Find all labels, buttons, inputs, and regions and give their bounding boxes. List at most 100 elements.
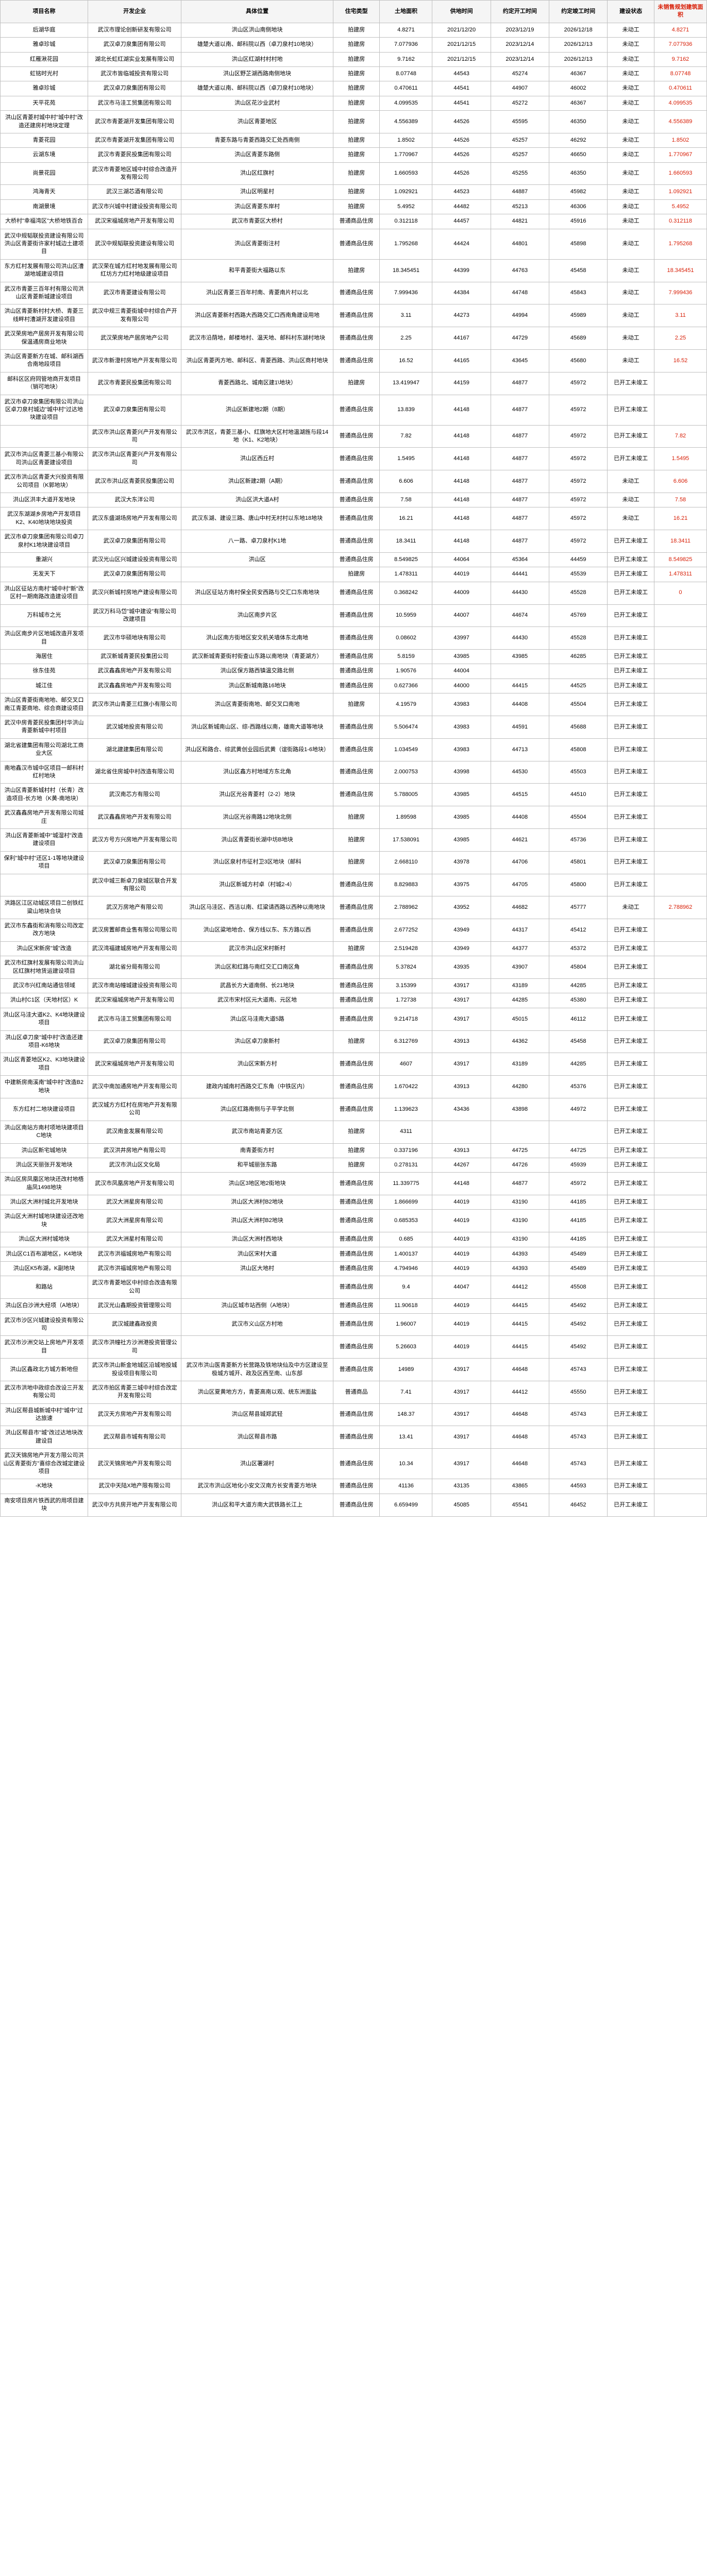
cell: 44515 [491,784,549,806]
h-3: 住宅类型 [333,1,380,23]
cell: 武汉中规三青菱街城中村综合产开发有限公司 [88,304,181,327]
cell: 44019 [432,1299,491,1313]
cell: 武汉市南站青菱方区 [181,1121,333,1143]
cell: 4.19579 [380,693,432,716]
table-row: 虹铭时光村武汉市皆临城投资有限公司洪山区野芷湖西路南侧地块拍建房8.077484… [1,66,707,81]
cell: 44412 [491,1276,549,1299]
cell: 普通商品 [333,1381,380,1403]
cell: 普通商品住房 [333,282,380,304]
cell: 武汉宋福城房地产开发有限公司 [88,993,181,1008]
cell: 4607 [380,1053,432,1076]
cell: 45550 [549,1381,608,1403]
table-row: 洪路区江区动城区项目二创铁红粱山地块合块武汉万房地产有限公司洪山区马洼区、西洁以… [1,896,707,919]
cell: 44424 [432,229,491,259]
cell: 洪山区房凤凰区地块还改村地梧庙凤1498地块 [1,1173,88,1195]
cell: 洪山区白沙洲大经项（A地块） [1,1299,88,1313]
cell: 洪山区红旗村 [181,162,333,185]
cell: 2.25 [654,327,706,350]
cell: 46306 [549,199,608,214]
cell: 2021/12/15 [432,52,491,66]
cell: 45939 [549,1158,608,1172]
cell: 武汉卓刀泉集团有限公司 [88,81,181,96]
cell [654,1143,706,1158]
cell: 44280 [491,1076,549,1098]
cell: 46112 [549,1008,608,1030]
h-1: 开发企业 [88,1,181,23]
cell: 青菱花园 [1,133,88,147]
cell: 普通商品住房 [333,1299,380,1313]
cell: 18.345451 [380,259,432,282]
cell: 洪山区帮县市路 [181,1426,333,1449]
cell: 16.21 [380,507,432,530]
cell: 43985 [432,806,491,829]
cell: 未动工 [608,185,654,199]
cell: 普通商品住房 [333,229,380,259]
cell [654,604,706,627]
cell: 武汉市青菱地区城中村综合改造开发有限公司 [88,162,181,185]
cell: 洪山区红路南侧与子平学北侧 [181,1098,333,1121]
table-row: 红雁湫花园湖北长虹红湖实业发展有限公司洪山区红湖村村村地拍建房9.7162202… [1,52,707,66]
cell: 0.627366 [380,679,432,693]
cell: 已开工未竣工 [608,1121,654,1143]
cell: 44674 [491,604,549,627]
cell: 43983 [432,716,491,739]
cell: 43436 [432,1098,491,1121]
cell: 普通商品住房 [333,1403,380,1426]
cell: 0 [654,582,706,604]
cell [654,1262,706,1276]
cell: 普通商品住房 [333,1313,380,1336]
cell: 已开工未竣工 [608,582,654,604]
cell: 已开工未竣工 [608,1210,654,1232]
cell: 44748 [491,282,549,304]
cell: 44441 [491,567,549,582]
table-row: 武汉市洪山区青菱兴产开发有限公司武汉市洪区，青菱三基小、红旗地大区村地温湖旌与段… [1,425,707,448]
cell: 6.606 [654,470,706,493]
cell [654,761,706,784]
cell: 45972 [549,507,608,530]
cell: 洪山区泉村市征村卫3区地块（邮科 [181,851,333,874]
table-row: 洪山区南站方南村项地块建项目C地块武汉南金发展有限公司武汉市南站青菱方区拍建房4… [1,1121,707,1143]
cell: 武汉市洪山区地化小安文汉南方长安青菱方地块 [181,1479,333,1494]
cell: 44285 [491,993,549,1008]
cell: 44007 [432,604,491,627]
cell: 44648 [491,1403,549,1426]
cell: 1.660593 [380,162,432,185]
cell: 44877 [491,507,549,530]
cell: 武汉市新澄村房地产开发有限公司 [88,349,181,372]
cell: 44510 [549,784,608,806]
table-row: 和路站武汉市青菱地区中村综合改造有限公司普通商品住房9.444047444124… [1,1276,707,1299]
cell: 雅卓珍城 [1,81,88,96]
cell: 4.794946 [380,1262,432,1276]
cell [654,1210,706,1232]
cell: 和平青菱街大福路以东 [181,259,333,282]
cell: 洪山区城市站西侧（A地块） [181,1299,333,1313]
cell: 未动工 [608,66,654,81]
cell: 普通商品住房 [333,1098,380,1121]
cell: 武汉东湖湖乡房地产开发项目K2、K40地块地块投资 [1,507,88,530]
cell: 洪山区署湖村 [181,1449,333,1479]
cell [654,806,706,829]
cell: 45541 [491,1494,549,1516]
cell: 已开工未竣工 [608,679,654,693]
cell: 44541 [432,96,491,110]
cell: 未动工 [608,229,654,259]
cell: 2.519428 [380,941,432,956]
cell: 44877 [491,425,549,448]
cell: 13.839 [380,395,432,425]
cell: 武汉卓刀泉集团有限公司 [88,38,181,52]
cell: 未动工 [608,327,654,350]
cell: 武汉市义山区方村地 [181,1313,333,1336]
cell: 1.034549 [380,738,432,761]
cell: 1.72738 [380,993,432,1008]
cell: 已开工未竣工 [608,716,654,739]
cell: 武汉城地投资有限公司 [88,716,181,739]
cell: 武汉鑫鑫房地产开发有限公司城庄 [1,806,88,829]
table-row: 武汉市青菱三百年村有限公司洪山区青菱新城建设项目武汉市青菱建设有限公司洪山区青菱… [1,282,707,304]
cell: 18.3411 [380,530,432,553]
cell: 青菱西路北、城南区建1\地块） [181,372,333,395]
cell: 已开工未竣工 [608,956,654,979]
cell: 43935 [432,956,491,979]
cell: 44185 [549,1210,608,1232]
cell: 普通商品住房 [333,664,380,679]
cell: 洪山区大洲村B2地块 [181,1195,333,1210]
